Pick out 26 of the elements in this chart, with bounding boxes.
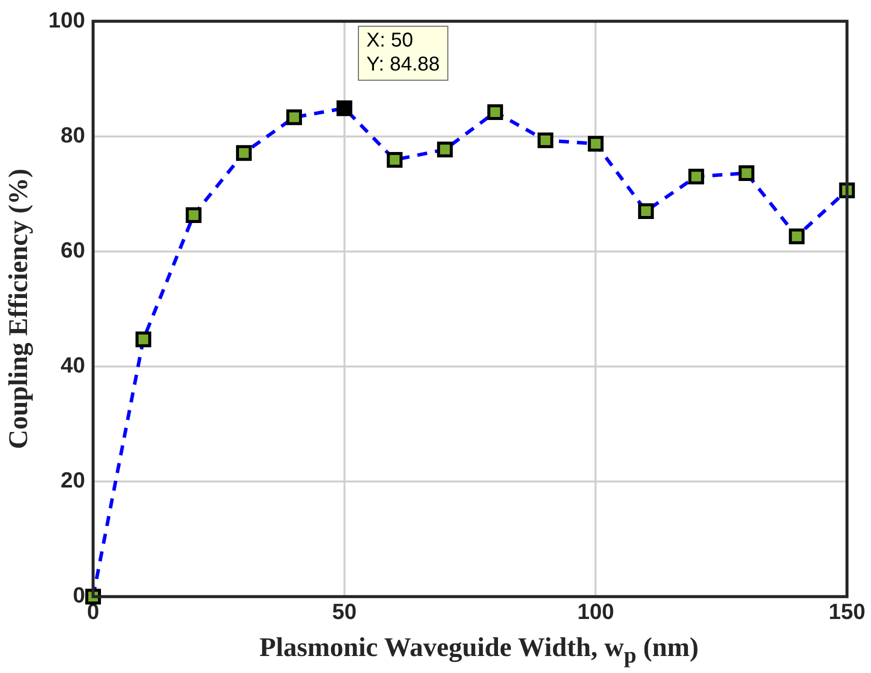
point [738,165,754,181]
point [588,136,604,152]
point [286,109,302,126]
y-tick-label: 20 [60,468,86,493]
point [788,228,805,244]
x-tick-label: 150 [828,598,866,624]
point [336,100,352,116]
x-axis-title: Plasmonic Waveguide Width, w$_{p}$ (nm) [258,632,700,668]
y-tick-label: 100 [48,7,86,32]
point [386,152,403,168]
x-tick-label: 50 [332,598,357,624]
y-axis-title: Coupling Efficiency (%) [3,168,34,450]
point [136,332,152,348]
point [437,142,453,158]
y-tick-label: 80 [60,122,86,148]
y-tick-label: 60 [60,237,86,262]
point [186,207,202,223]
point [538,132,554,148]
y-tick-label: 40 [60,352,86,378]
y-tick-label: 0 [72,582,86,608]
x-tick-label: 100 [577,598,614,624]
annotation: X: 50 Y: 84.88 [366,30,440,76]
point [236,145,252,161]
point [487,104,504,120]
point [638,203,654,219]
point [688,168,704,184]
